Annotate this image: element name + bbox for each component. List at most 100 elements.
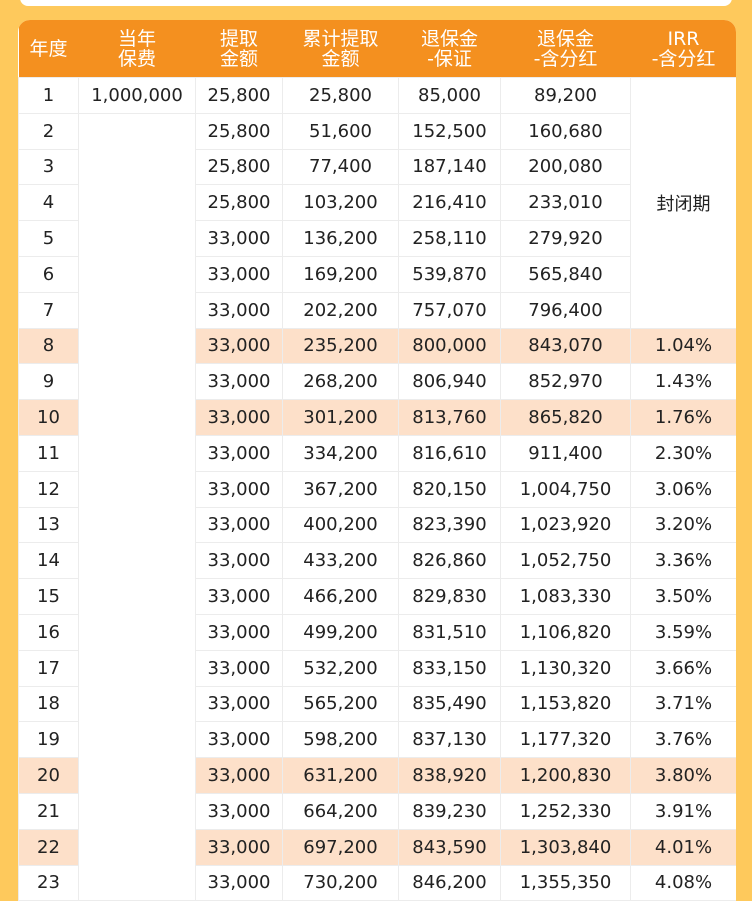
guaranteed-surrender-cell: 152,500 bbox=[398, 112, 501, 150]
year-cell: 11 bbox=[18, 434, 79, 472]
guaranteed-surrender-cell: 216,410 bbox=[398, 184, 501, 222]
table-row: 8 33,000 235,200 800,000 843,070 1.04% bbox=[18, 327, 736, 365]
table-row: 13 33,000 400,200 823,390 1,023,920 3.20% bbox=[18, 506, 736, 544]
surrender-with-dividend-cell: 1,200,830 bbox=[500, 757, 631, 794]
year-cell: 20 bbox=[18, 757, 79, 794]
cumulative-withdrawal-cell: 697,200 bbox=[282, 828, 399, 866]
column-header: IRR -含分红 bbox=[630, 20, 736, 78]
irr-cell: 1.43% bbox=[630, 363, 736, 401]
surrender-with-dividend-cell: 1,355,350 bbox=[500, 864, 631, 901]
policy-table-container: 年度 当年 保费 提取 金额 累计提取 金额 退保金 -保证 退保金 -含分红 IRR -含分红 1 1,… bbox=[18, 20, 736, 901]
cumulative-withdrawal-cell: 565,200 bbox=[282, 685, 399, 723]
withdrawal-cell: 33,000 bbox=[195, 721, 283, 759]
surrender-with-dividend-cell: 843,070 bbox=[500, 327, 631, 365]
cumulative-withdrawal-cell: 235,200 bbox=[282, 327, 399, 365]
withdrawal-cell: 25,800 bbox=[195, 77, 283, 114]
cumulative-withdrawal-cell: 466,200 bbox=[282, 578, 399, 615]
guaranteed-surrender-cell: 187,140 bbox=[398, 148, 501, 186]
table-row: 16 33,000 499,200 831,510 1,106,820 3.59% bbox=[18, 613, 736, 651]
withdrawal-cell: 25,800 bbox=[195, 148, 283, 186]
cumulative-withdrawal-cell: 103,200 bbox=[282, 184, 399, 222]
surrender-with-dividend-cell: 1,303,840 bbox=[500, 828, 631, 866]
table-row: 7 33,000 202,200 757,070 796,400 bbox=[18, 291, 737, 329]
table-row: 10 33,000 301,200 813,760 865,820 1.76% bbox=[18, 399, 736, 436]
withdrawal-cell: 33,000 bbox=[195, 470, 283, 508]
guaranteed-surrender-cell: 757,070 bbox=[398, 291, 501, 329]
withdrawal-cell: 33,000 bbox=[195, 363, 283, 401]
guaranteed-surrender-cell: 829,830 bbox=[398, 578, 501, 615]
irr-cell: 3.76% bbox=[630, 721, 736, 759]
guaranteed-surrender-cell: 833,150 bbox=[398, 649, 501, 687]
column-header: 累计提取 金额 bbox=[282, 20, 399, 78]
irr-cell: 3.36% bbox=[630, 542, 736, 580]
irr-cell: 4.08% bbox=[630, 864, 736, 901]
column-header: 年度 bbox=[18, 20, 79, 78]
year-cell: 15 bbox=[18, 578, 79, 615]
cumulative-withdrawal-cell: 730,200 bbox=[282, 864, 399, 901]
withdrawal-cell: 33,000 bbox=[195, 291, 283, 329]
irr-cell: 1.76% bbox=[630, 399, 736, 436]
cumulative-withdrawal-cell: 400,200 bbox=[282, 506, 399, 544]
cumulative-withdrawal-cell: 202,200 bbox=[282, 291, 399, 329]
year-cell: 5 bbox=[18, 220, 79, 257]
withdrawal-cell: 33,000 bbox=[195, 434, 283, 472]
guaranteed-surrender-cell: 838,920 bbox=[398, 757, 501, 794]
cumulative-withdrawal-cell: 77,400 bbox=[282, 148, 399, 186]
irr-cell: 3.50% bbox=[630, 578, 736, 615]
table-row: 21 33,000 664,200 839,230 1,252,330 3.91% bbox=[18, 792, 736, 830]
guaranteed-surrender-cell: 806,940 bbox=[398, 363, 501, 401]
policy-value-table: 年度 当年 保费 提取 金额 累计提取 金额 退保金 -保证 退保金 -含分红 IRR -含分红 1 1,… bbox=[18, 20, 736, 901]
irr-cell: 2.30% bbox=[630, 434, 736, 472]
year-cell: 9 bbox=[18, 363, 79, 401]
withdrawal-cell: 33,000 bbox=[195, 220, 283, 257]
surrender-with-dividend-cell: 1,083,330 bbox=[500, 578, 631, 615]
table-row: 1 1,000,000 25,800 25,800 85,000 89,200 封闭期 bbox=[18, 77, 736, 329]
irr-cell: 1.04% bbox=[630, 327, 736, 365]
column-header: 退保金 -含分红 bbox=[500, 20, 631, 78]
surrender-with-dividend-cell: 911,400 bbox=[500, 434, 631, 472]
table-row: 5 33,000 136,200 258,110 279,920 bbox=[18, 220, 737, 257]
year-cell: 12 bbox=[18, 470, 79, 508]
surrender-with-dividend-cell: 1,023,920 bbox=[500, 506, 631, 544]
guaranteed-surrender-cell: 826,860 bbox=[398, 542, 501, 580]
table-row: 3 25,800 77,400 187,140 200,080 bbox=[18, 148, 737, 186]
irr-cell: 3.06% bbox=[630, 470, 736, 508]
withdrawal-cell: 25,800 bbox=[195, 112, 283, 150]
withdrawal-cell: 33,000 bbox=[195, 757, 283, 794]
cumulative-withdrawal-cell: 334,200 bbox=[282, 434, 399, 472]
irr-cell: 3.71% bbox=[630, 685, 736, 723]
table-row: 11 33,000 334,200 816,610 911,400 2.30% bbox=[18, 434, 736, 472]
surrender-with-dividend-cell: 1,004,750 bbox=[500, 470, 631, 508]
surrender-with-dividend-cell: 1,130,320 bbox=[500, 649, 631, 687]
year-cell: 4 bbox=[18, 184, 79, 222]
year-cell: 19 bbox=[18, 721, 79, 759]
table-row: 4 25,800 103,200 216,410 233,010 bbox=[18, 184, 737, 222]
surrender-with-dividend-cell: 279,920 bbox=[500, 220, 631, 257]
guaranteed-surrender-cell: 800,000 bbox=[398, 327, 501, 365]
surrender-with-dividend-cell: 1,052,750 bbox=[500, 542, 631, 580]
guaranteed-surrender-cell: 835,490 bbox=[398, 685, 501, 723]
cumulative-withdrawal-cell: 169,200 bbox=[282, 255, 399, 293]
year-cell: 13 bbox=[18, 506, 79, 544]
surrender-with-dividend-cell: 565,840 bbox=[500, 255, 631, 293]
guaranteed-surrender-cell: 839,230 bbox=[398, 792, 501, 830]
guaranteed-surrender-cell: 831,510 bbox=[398, 613, 501, 651]
year-cell: 7 bbox=[18, 291, 79, 329]
surrender-with-dividend-cell: 865,820 bbox=[500, 399, 631, 436]
year-cell: 18 bbox=[18, 685, 79, 723]
year-cell: 23 bbox=[18, 864, 79, 901]
withdrawal-cell: 33,000 bbox=[195, 506, 283, 544]
year-cell: 21 bbox=[18, 792, 79, 830]
premium-cell: 1,000,000 bbox=[78, 77, 196, 114]
irr-cell: 3.66% bbox=[630, 649, 736, 687]
year-cell: 10 bbox=[18, 399, 79, 436]
surrender-with-dividend-cell: 233,010 bbox=[500, 184, 631, 222]
withdrawal-cell: 33,000 bbox=[195, 613, 283, 651]
irr-cell: 4.01% bbox=[630, 828, 736, 866]
withdrawal-cell: 33,000 bbox=[195, 327, 283, 365]
top-card bbox=[20, 0, 732, 6]
cumulative-withdrawal-cell: 598,200 bbox=[282, 721, 399, 759]
guaranteed-surrender-cell: 813,760 bbox=[398, 399, 501, 436]
table-row: 19 33,000 598,200 837,130 1,177,320 3.76% bbox=[18, 721, 736, 759]
cumulative-withdrawal-cell: 51,600 bbox=[282, 112, 399, 150]
